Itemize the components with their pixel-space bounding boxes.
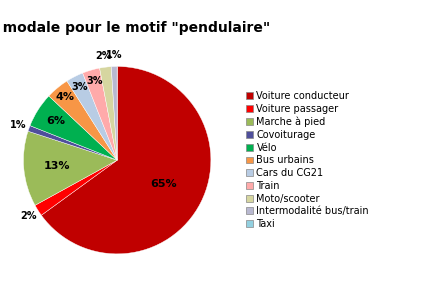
Title: Part modale pour le motif "pendulaire": Part modale pour le motif "pendulaire" [0, 21, 270, 35]
Wedge shape [49, 81, 117, 160]
Text: 2%: 2% [20, 211, 37, 221]
Wedge shape [30, 96, 117, 160]
Wedge shape [28, 126, 117, 160]
Wedge shape [67, 73, 117, 160]
Text: 3%: 3% [72, 82, 88, 92]
Wedge shape [100, 67, 117, 160]
Text: 1%: 1% [10, 120, 27, 130]
Wedge shape [83, 68, 117, 160]
Text: 65%: 65% [150, 178, 176, 188]
Wedge shape [35, 160, 117, 215]
Legend: Voiture conducteur, Voiture passager, Marche à pied, Covoiturage, Vélo, Bus urba: Voiture conducteur, Voiture passager, Ma… [244, 89, 371, 231]
Text: 6%: 6% [46, 116, 65, 126]
Text: 2%: 2% [96, 51, 112, 61]
Text: 3%: 3% [86, 76, 102, 86]
Text: 1%: 1% [106, 50, 122, 60]
Text: 13%: 13% [43, 161, 70, 171]
Wedge shape [111, 66, 117, 160]
Wedge shape [23, 131, 117, 205]
Text: 4%: 4% [55, 92, 74, 102]
Wedge shape [41, 66, 211, 254]
